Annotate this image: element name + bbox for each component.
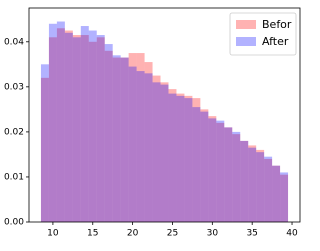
- legend-label: Befor: [262, 18, 292, 31]
- x-tick-label: 35: [246, 229, 257, 239]
- x-tick-label: 40: [286, 229, 298, 239]
- histogram-bar: [120, 57, 129, 223]
- histogram-bar: [152, 75, 161, 222]
- legend-swatch: [236, 20, 256, 29]
- y-tick-label: 0.02: [4, 127, 24, 137]
- histogram-bar: [168, 93, 177, 222]
- histogram-bar: [216, 120, 225, 222]
- histogram-bar: [48, 23, 57, 223]
- histogram-bar: [88, 41, 97, 222]
- x-tick-label: 20: [127, 229, 139, 239]
- histogram-bar: [280, 174, 289, 222]
- histogram-bar: [96, 37, 105, 222]
- histogram-bar: [200, 111, 209, 222]
- legend-label: After: [262, 35, 289, 48]
- histogram-bar: [128, 53, 137, 223]
- legend-box: [229, 12, 297, 56]
- y-tick-label: 0.00: [4, 218, 24, 228]
- x-tick-label: 30: [207, 229, 219, 239]
- histogram-bar: [232, 131, 241, 222]
- histogram-bar: [88, 30, 97, 222]
- histogram-bar: [272, 165, 281, 222]
- histogram-bar: [176, 93, 185, 222]
- x-tick-label: 10: [47, 229, 59, 239]
- histogram-bar: [104, 50, 113, 222]
- x-tick-label: 25: [167, 229, 178, 239]
- histogram-bar: [248, 145, 257, 222]
- histogram-bar: [272, 165, 281, 222]
- chart: 0.00 0.01 0.02 0.03 0.04 10 15 20 25 30 35 40 Befor A…: [4, 7, 301, 239]
- histogram-bar: [64, 32, 73, 222]
- histogram-bar: [120, 57, 129, 223]
- histogram-bar: [40, 64, 49, 222]
- histogram-bar: [224, 127, 233, 222]
- histogram-bar: [40, 77, 49, 223]
- histogram-bar: [240, 140, 249, 222]
- histogram-bar: [64, 30, 73, 222]
- histogram-bar: [144, 62, 153, 222]
- histogram-bar: [168, 89, 177, 223]
- legend-swatch: [236, 37, 256, 46]
- histogram-bar: [200, 109, 209, 222]
- histogram-bar: [48, 37, 57, 222]
- histogram-bar: [224, 127, 233, 222]
- histogram-bar: [80, 26, 89, 222]
- histogram-bar: [128, 66, 137, 222]
- histogram-bar: [184, 95, 193, 222]
- histogram-bar: [256, 149, 265, 222]
- histogram-bar: [160, 84, 169, 222]
- histogram-bar: [240, 140, 249, 222]
- histogram-bar: [56, 28, 65, 223]
- y-tick-label: 0.01: [4, 172, 24, 182]
- histogram-bar: [96, 35, 105, 222]
- histogram-bar: [216, 122, 225, 222]
- histogram-bar: [144, 73, 153, 222]
- histogram-bar: [192, 107, 201, 222]
- y-tick-label: 0.03: [4, 82, 24, 92]
- histogram-bar: [184, 98, 193, 222]
- histogram-bar: [232, 134, 241, 222]
- page: 0.00 0.01 0.02 0.03 0.04 10 15 20 25 30 35 40 Befor A…: [3, 7, 301, 239]
- histogram-bar: [136, 53, 145, 223]
- histogram-bar: [264, 158, 273, 222]
- histogram-bar: [72, 37, 81, 222]
- histogram-bar: [280, 172, 289, 222]
- y-tick-label: 0.04: [4, 37, 24, 47]
- histogram-bar: [112, 55, 121, 222]
- histogram-bar: [176, 95, 185, 222]
- histogram-bar: [104, 44, 113, 222]
- histogram-bar: [56, 21, 65, 222]
- x-tick-label: 15: [87, 229, 98, 239]
- axes-frame: [28, 7, 301, 223]
- histogram-bar: [80, 35, 89, 222]
- histogram-bar: [72, 35, 81, 222]
- histogram-bar: [192, 98, 201, 222]
- histogram-bar: [256, 152, 265, 222]
- histogram-bar: [112, 57, 121, 223]
- histogram-bar: [152, 82, 161, 222]
- histogram-bar: [136, 71, 145, 222]
- histogram-bar: [248, 147, 257, 222]
- histogram-bar: [208, 118, 217, 222]
- histogram-bar: [264, 156, 273, 222]
- histogram-bar: [208, 116, 217, 222]
- histogram-bar: [160, 82, 169, 222]
